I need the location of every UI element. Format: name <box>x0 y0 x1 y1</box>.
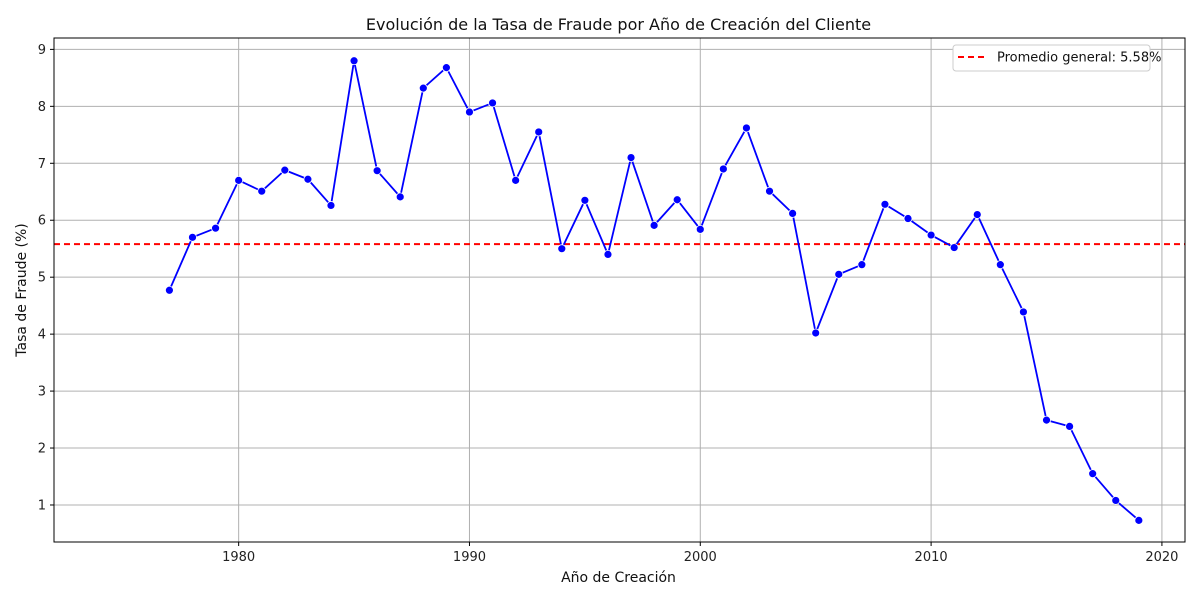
data-point <box>395 192 405 202</box>
data-point <box>234 175 244 185</box>
data-point <box>280 165 290 175</box>
chart-title: Evolución de la Tasa de Fraude por Año d… <box>366 15 871 34</box>
data-point <box>303 174 313 184</box>
y-tick-label: 2 <box>38 442 46 457</box>
data-point <box>557 244 567 254</box>
y-axis: 1 2 3 4 5 6 7 8 9 <box>38 43 54 513</box>
x-axis-title: Año de Creación <box>561 570 676 586</box>
data-point <box>603 250 613 259</box>
x-tick-label: 1990 <box>453 550 486 565</box>
y-tick-label: 5 <box>38 271 46 286</box>
data-point <box>903 214 913 223</box>
data-point <box>1111 496 1121 505</box>
y-axis-title: Tasa de Fraude (%) <box>14 223 30 358</box>
data-point <box>511 175 521 185</box>
data-point <box>418 83 428 93</box>
fraud-rate-line <box>168 59 1140 522</box>
data-point <box>372 166 382 176</box>
y-tick-label: 9 <box>38 43 46 58</box>
data-point <box>695 224 705 234</box>
data-point <box>949 243 959 252</box>
data-point <box>811 328 821 338</box>
legend-label-average: Promedio general: 5.58% <box>997 51 1161 66</box>
data-point <box>580 195 590 205</box>
y-tick-label: 1 <box>38 498 46 513</box>
y-tick-label: 6 <box>38 214 46 229</box>
grid-lines <box>54 38 1185 542</box>
data-point <box>534 127 544 137</box>
data-point <box>211 223 220 233</box>
legend-box <box>952 44 1151 72</box>
data-point <box>834 269 844 279</box>
data-point <box>788 209 798 218</box>
data-point <box>326 201 336 210</box>
data-point <box>1019 307 1028 317</box>
data-point <box>1042 415 1051 425</box>
y-tick-label: 7 <box>38 157 46 172</box>
x-tick-label: 2020 <box>1145 550 1178 565</box>
x-tick-label: 2000 <box>684 550 717 565</box>
data-point <box>488 98 497 108</box>
y-tick-label: 4 <box>38 328 46 343</box>
legend: Promedio general: 5.58% <box>952 44 1161 72</box>
plot-frame <box>53 37 1186 543</box>
data-point <box>441 63 451 73</box>
data-point <box>742 123 751 133</box>
data-point <box>649 220 659 230</box>
data-point <box>1065 421 1074 431</box>
data-point <box>672 195 682 205</box>
data-point <box>257 186 267 196</box>
data-point <box>465 107 474 117</box>
data-point <box>349 56 359 66</box>
data-point <box>995 260 1005 270</box>
data-point <box>857 260 867 270</box>
data-point <box>188 232 197 242</box>
data-point <box>1134 515 1144 525</box>
series-group <box>165 56 1144 525</box>
x-tick-label: 1980 <box>222 550 255 565</box>
x-tick-label: 2010 <box>915 550 948 565</box>
x-axis: 1980 1990 2000 2010 2020 <box>222 542 1178 565</box>
y-tick-label: 3 <box>38 385 46 400</box>
data-point <box>165 285 174 295</box>
y-tick-label: 8 <box>38 100 46 115</box>
data-point <box>718 164 728 174</box>
data-point <box>972 210 982 219</box>
data-point <box>626 153 636 162</box>
data-point <box>1088 469 1098 479</box>
data-point <box>765 186 774 196</box>
data-point <box>880 199 890 209</box>
data-point <box>926 230 936 240</box>
